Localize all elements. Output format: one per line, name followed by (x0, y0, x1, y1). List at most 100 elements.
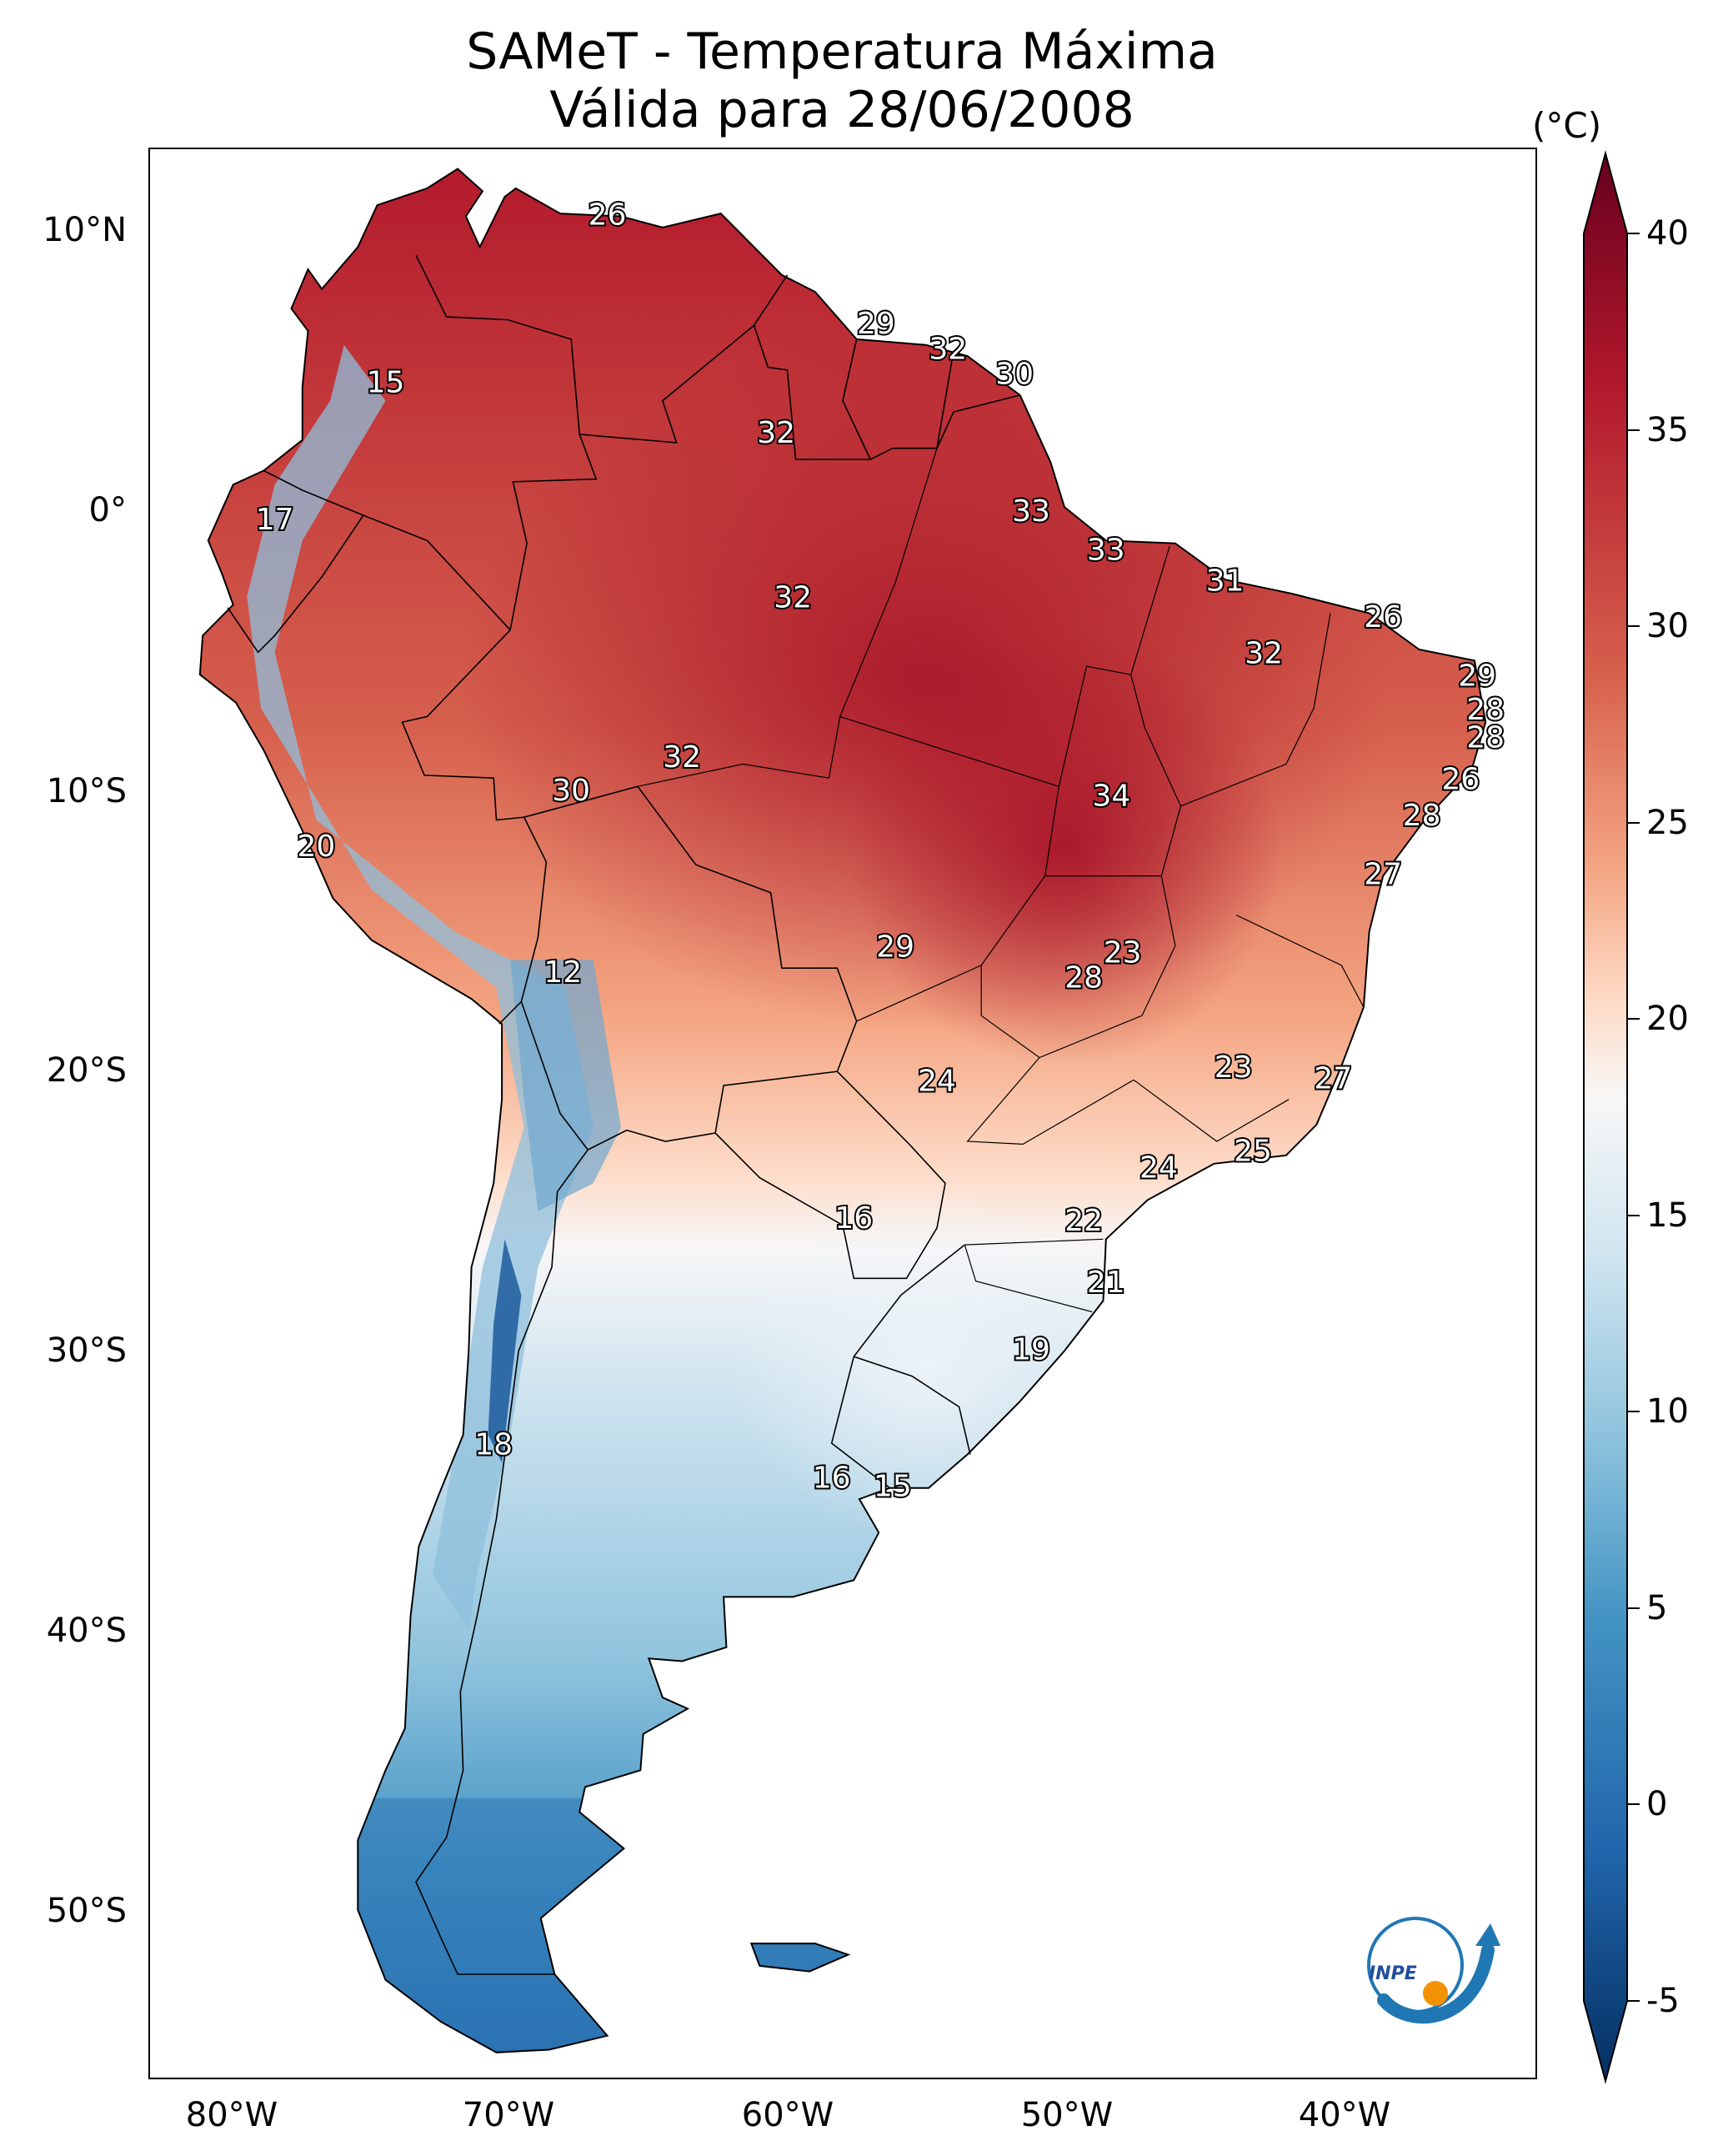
station-value-label: 24 (1139, 1151, 1178, 1186)
station-value-label: 26 (589, 198, 627, 233)
lat-label: 50°S (46, 1892, 127, 1930)
station-value-label: 15 (874, 1470, 912, 1504)
state-border (1235, 914, 1365, 1008)
station-value-label: 30 (552, 774, 590, 808)
station-value-label: 22 (1064, 1204, 1103, 1238)
station-value-label: 21 (1087, 1266, 1125, 1300)
colorbar-tick-label: -5 (1646, 1982, 1680, 2020)
country-border (415, 1149, 589, 1975)
lon-label: 60°W (741, 2096, 834, 2134)
colorbar-tick-label: 20 (1646, 1000, 1689, 1039)
colorbar-tick-label: 35 (1646, 410, 1689, 449)
lat-label: 10°S (46, 772, 127, 810)
hot-region (847, 631, 1281, 1065)
south-america-landmass (198, 168, 1487, 2053)
station-value-label: 16 (834, 1201, 873, 1236)
lon-label: 50°W (1020, 2096, 1114, 2134)
station-value-label: 32 (774, 581, 812, 615)
station-value-label: 23 (1215, 1050, 1253, 1085)
colorbar-tick-label: 40 (1646, 214, 1689, 253)
station-value-label: 29 (1458, 659, 1496, 694)
andes-coldest-region (488, 1239, 522, 1463)
station-value-label: 16 (813, 1462, 851, 1496)
map-subtitle: Válida para 28/06/2008 (549, 81, 1134, 139)
station-value-label: 32 (757, 416, 795, 450)
station-value-label: 27 (1314, 1061, 1352, 1096)
map-frame: 26 15 17 29 32 30 32 32 33 33 31 26 32 29 28 28 26 28 27 32… (148, 148, 1537, 2079)
station-value-label: 28 (1064, 961, 1103, 995)
station-value-label: 26 (1441, 763, 1480, 797)
country-border (714, 1070, 946, 1280)
station-value-label: 32 (929, 332, 967, 366)
country-border (936, 350, 954, 449)
lon-label: 80°W (185, 2096, 278, 2134)
station-value-label: 27 (1364, 858, 1402, 892)
lon-label: 40°W (1298, 2096, 1391, 2134)
colorbar-tick-label: 15 (1646, 1196, 1689, 1235)
map-title: SAMeT - Temperatura Máxima (466, 23, 1218, 81)
station-value-label: 19 (1012, 1332, 1050, 1366)
station-value-label: 24 (918, 1065, 956, 1099)
colorbar-tick (1628, 821, 1640, 824)
inpe-logo: INPE (1367, 1917, 1500, 2023)
lat-label: 10°N (43, 211, 127, 249)
country-border (854, 1356, 971, 1455)
colorbar (1583, 150, 1628, 2084)
state-border (637, 716, 841, 787)
station-value-label: 28 (1403, 799, 1441, 833)
country-border (753, 274, 1020, 460)
lon-label: 70°W (462, 2096, 555, 2134)
lat-label: 40°S (46, 1612, 127, 1650)
state-border (839, 545, 1170, 788)
colorbar-tick-label: 0 (1646, 1785, 1668, 1824)
country-border (227, 514, 364, 654)
colorbar-tick-label: 30 (1646, 607, 1689, 646)
colorbar-tick (1628, 625, 1640, 628)
colorbar-tick (1628, 1607, 1640, 1609)
colorbar-tick (1628, 1803, 1640, 1806)
state-border (856, 786, 1059, 1022)
state-border (1180, 613, 1331, 807)
station-value-label: 29 (876, 930, 914, 965)
lat-label: 20°S (46, 1051, 127, 1090)
station-value-label: 25 (1234, 1134, 1272, 1168)
station-value-label: 23 (1104, 935, 1142, 970)
station-value-label: 32 (1245, 637, 1283, 671)
country-border (263, 469, 511, 631)
station-value-label: 33 (1012, 494, 1050, 529)
station-value-label: 15 (367, 366, 405, 400)
state-border (966, 1057, 1290, 1146)
colorbar-tick-label: 5 (1646, 1588, 1668, 1627)
state-border (964, 1238, 1104, 1246)
colorbar-unit: (°C) (1532, 105, 1602, 146)
station-value-label: 29 (857, 307, 895, 341)
station-value-label: 28 (1466, 720, 1505, 755)
colorbar-tick-label: 10 (1646, 1392, 1689, 1431)
station-value-label: 28 (1466, 693, 1505, 727)
country-border (842, 338, 871, 460)
colorbar-tick (1628, 429, 1640, 431)
state-border (839, 448, 938, 717)
colorbar-tick-label: 25 (1646, 803, 1689, 842)
station-value-label: 33 (1087, 534, 1125, 568)
station-value-label: 31 (1206, 564, 1245, 599)
coastline (198, 168, 1487, 2053)
state-border (964, 1244, 1093, 1313)
station-value-label: 32 (663, 740, 701, 775)
state-border (980, 875, 1176, 1059)
station-values: 2615172932303232333331263229282826282732… (254, 197, 1506, 1506)
station-value-label: 20 (297, 830, 335, 864)
lat-label: 30°S (46, 1331, 127, 1370)
colorbar-tick (1628, 1214, 1640, 1216)
station-value-label: 34 (1092, 780, 1130, 814)
station-value-label: 26 (1364, 600, 1402, 634)
colorbar-tick (1628, 1411, 1640, 1413)
colorbar-tick (1628, 2000, 1640, 2002)
station-value-label: 17 (256, 503, 294, 537)
colorbar-tick (1628, 233, 1640, 234)
station-value-label: 30 (995, 358, 1034, 392)
map-canvas: 2615172932303232333331263229282826282732… (198, 168, 1506, 2053)
lat-label: 0° (88, 491, 127, 529)
station-value-label: 18 (474, 1427, 513, 1462)
inpe-logo-text: INPE (1369, 1963, 1417, 1984)
